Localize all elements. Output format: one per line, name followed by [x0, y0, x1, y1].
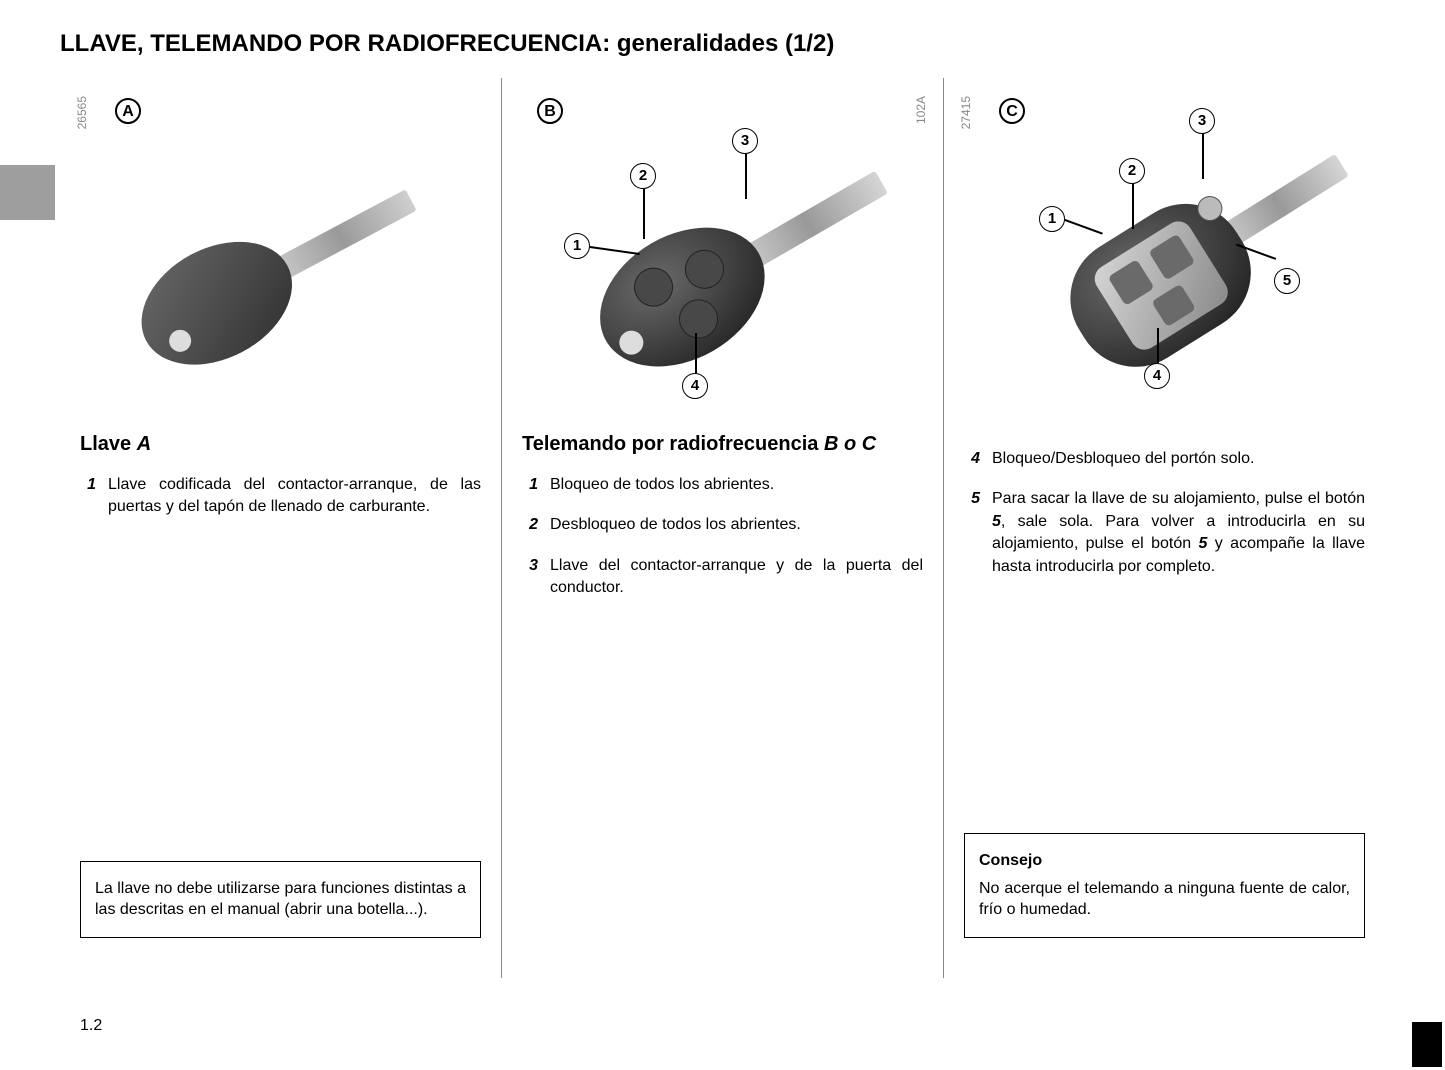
- callout-c5: 5: [1274, 268, 1300, 294]
- key-c-illustration: [1024, 118, 1364, 418]
- callout-b3: 3: [732, 128, 758, 154]
- heading-b: Telemando por radiofrecuencia B o C: [522, 433, 923, 456]
- image-panel-b: 102A B: [522, 78, 923, 418]
- side-tab: [0, 165, 55, 220]
- item-text: Bloqueo de todos los abrientes.: [550, 474, 923, 496]
- manual-page: LLAVE, TELEMANDO POR RADIOFRECUENCIA: ge…: [60, 30, 1385, 1040]
- page-number: 1.2: [80, 1017, 102, 1035]
- heading-a-text: Llave: [80, 433, 131, 455]
- columns: 26565 A: [60, 78, 1385, 978]
- panel-letter-c: C: [999, 98, 1025, 124]
- image-panel-a: 26565 A: [80, 78, 481, 418]
- list-c: 4 Bloqueo/Desbloqueo del portón solo. 5 …: [964, 448, 1365, 596]
- item-text: Bloqueo/Desbloqueo del portón solo.: [992, 448, 1365, 470]
- panel-letter-a: A: [115, 98, 141, 124]
- list-item: 1 Llave codificada del contactor-arranqu…: [80, 474, 481, 519]
- column-b: 102A B: [501, 78, 943, 978]
- note-box-a: La llave no debe utilizarse para funcion…: [80, 861, 481, 938]
- item-num: 3: [522, 555, 550, 600]
- list-item: 3 Llave del contactor-arranque y de la p…: [522, 555, 923, 600]
- leader: [1202, 134, 1204, 179]
- page-title: LLAVE, TELEMANDO POR RADIOFRECUENCIA: ge…: [60, 30, 1385, 58]
- list-item: 4 Bloqueo/Desbloqueo del portón solo.: [964, 448, 1365, 470]
- callout-c1: 1: [1039, 206, 1065, 232]
- image-ref-b: 102A: [914, 96, 928, 124]
- item-text: Llave codificada del contactor-arranque,…: [108, 474, 481, 519]
- leader: [1132, 184, 1134, 229]
- item-text: Llave del contactor-arranque y de la pue…: [550, 555, 923, 600]
- list-b: 1 Bloqueo de todos los abrientes. 2 Desb…: [522, 474, 923, 618]
- callout-c3: 3: [1189, 108, 1215, 134]
- page-corner-tab: [1412, 1022, 1442, 1067]
- item-text: Desbloqueo de todos los abrientes.: [550, 514, 923, 536]
- callout-c4: 4: [1144, 363, 1170, 389]
- item-num: 5: [964, 488, 992, 578]
- image-ref-c: 27415: [959, 96, 973, 129]
- item-num: 1: [80, 474, 108, 519]
- key-b-illustration: [562, 128, 902, 418]
- note-box-c: Consejo No acerque el telemando a ningun…: [964, 833, 1365, 938]
- callout-b1: 1: [564, 233, 590, 259]
- image-panel-c: 27415 C: [964, 78, 1365, 418]
- item-num: 2: [522, 514, 550, 536]
- callout-c2: 2: [1119, 158, 1145, 184]
- heading-b-em: B o C: [824, 433, 876, 455]
- image-ref-a: 26565: [75, 96, 89, 129]
- list-item: 1 Bloqueo de todos los abrientes.: [522, 474, 923, 496]
- list-item: 5 Para sacar la llave de su alojamiento,…: [964, 488, 1365, 578]
- leader: [695, 333, 697, 373]
- column-a: 26565 A: [60, 78, 501, 978]
- heading-b-text: Telemando por radiofrecuencia: [522, 433, 818, 455]
- item-num: 1: [522, 474, 550, 496]
- leader: [1157, 328, 1159, 363]
- callout-b2: 2: [630, 163, 656, 189]
- panel-letter-b: B: [537, 98, 563, 124]
- note-a-text: La llave no debe utilizarse para funcion…: [95, 880, 466, 919]
- item-text: Para sacar la llave de su alojamiento, p…: [992, 488, 1365, 578]
- key-a-illustration: [110, 138, 450, 408]
- list-a: 1 Llave codificada del contactor-arranqu…: [80, 474, 481, 537]
- heading-a: Llave A: [80, 433, 481, 456]
- leader: [745, 154, 747, 199]
- list-item: 2 Desbloqueo de todos los abrientes.: [522, 514, 923, 536]
- note-c-title: Consejo: [979, 850, 1350, 872]
- column-c: 27415 C: [943, 78, 1385, 978]
- heading-a-em: A: [137, 433, 151, 455]
- item-num: 4: [964, 448, 992, 470]
- leader: [643, 189, 645, 239]
- note-c-text: No acerque el telemando a ninguna fuente…: [979, 880, 1350, 919]
- callout-b4: 4: [682, 373, 708, 399]
